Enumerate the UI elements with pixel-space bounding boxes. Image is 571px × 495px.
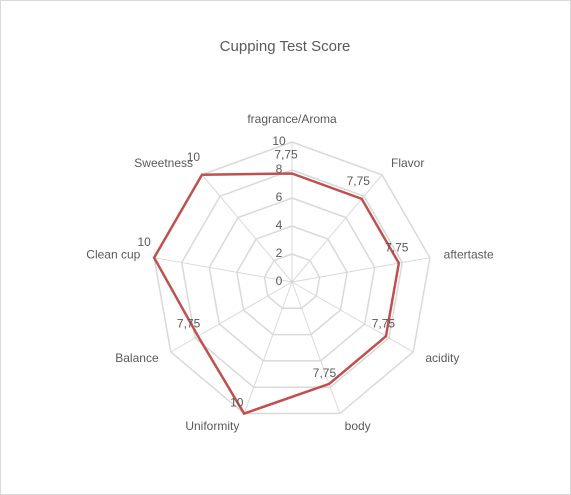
category-label: aftertaste — [444, 247, 494, 261]
data-label: 10 — [138, 235, 152, 249]
series-line — [152, 172, 401, 416]
axis-spoke — [201, 174, 293, 283]
axis-spoke — [243, 281, 293, 414]
grid-ring — [208, 197, 376, 362]
y-tick-label: 10 — [272, 134, 286, 148]
grid-ring — [180, 169, 404, 388]
category-label: Sweetness — [134, 156, 193, 170]
data-label: 7,75 — [177, 316, 201, 330]
category-label: Flavor — [391, 156, 424, 170]
y-tick-label: 2 — [276, 246, 283, 260]
axis-spoke — [154, 257, 293, 283]
y-tick-label: 0 — [276, 274, 283, 288]
y-tick-label: 8 — [276, 162, 283, 176]
data-label: 7,75 — [385, 241, 409, 255]
data-label: 7,75 — [313, 366, 337, 380]
axis-spoke — [291, 257, 430, 283]
data-label: 7,75 — [347, 174, 371, 188]
y-tick-label: 4 — [276, 218, 283, 232]
category-label: Clean cup — [86, 247, 140, 261]
category-label: fragrance/Aroma — [247, 112, 337, 126]
category-label: body — [345, 419, 371, 433]
axis-spoke — [291, 281, 414, 353]
data-label: 10 — [187, 150, 201, 164]
category-label: Uniformity — [185, 419, 239, 433]
chart-title: Cupping Test Score — [220, 38, 351, 55]
grid-ring — [263, 253, 321, 310]
axis-spoke — [170, 281, 293, 353]
category-label: acidity — [425, 351, 459, 365]
category-label: Balance — [115, 351, 159, 365]
data-label: 7,75 — [274, 148, 298, 162]
grid-ring — [236, 225, 348, 336]
data-label: 7,75 — [372, 316, 396, 330]
data-label: 10 — [230, 395, 244, 409]
axis-spoke — [291, 281, 341, 414]
y-tick-label: 6 — [276, 190, 283, 204]
axis-spoke — [291, 174, 383, 283]
